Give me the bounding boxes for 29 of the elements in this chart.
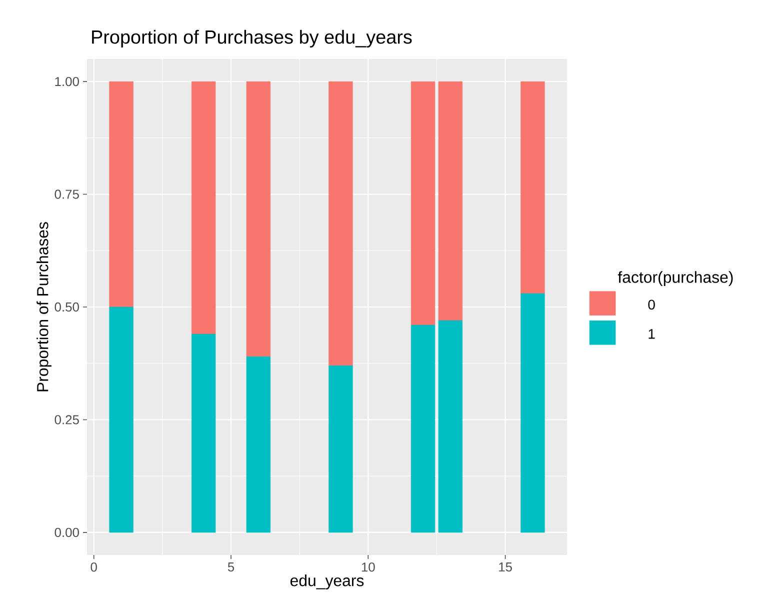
bar	[109, 306, 134, 533]
bar	[520, 293, 545, 533]
bar	[191, 81, 216, 334]
y-axis-title: Proportion of Purchases	[36, 222, 52, 392]
y-tick-label: 0.25	[54, 415, 79, 424]
legend-label: 1	[648, 329, 655, 339]
bar	[246, 356, 271, 533]
bar	[438, 320, 463, 533]
bar	[328, 365, 353, 533]
bar	[410, 81, 436, 326]
y-tick-label: 0.75	[54, 190, 79, 199]
y-tick-label: 0.50	[54, 302, 79, 312]
x-tick-label: 15	[499, 562, 512, 572]
bar	[438, 81, 463, 321]
legend-label: 0	[648, 300, 655, 310]
chart-title: Proportion of Purchases by edu_years	[92, 30, 412, 48]
bar	[520, 81, 545, 294]
bar	[246, 81, 271, 357]
bar	[410, 324, 436, 533]
y-tick-label: 0.00	[54, 528, 79, 538]
bar	[191, 334, 216, 533]
legend-title: factor(purchase)	[618, 271, 733, 286]
x-tick-label: 10	[362, 562, 375, 572]
bar	[328, 81, 353, 366]
bar	[109, 81, 134, 308]
x-tick-label: 5	[228, 562, 234, 572]
x-tick-label: 0	[90, 562, 97, 572]
y-tick-label: 1.00	[55, 76, 79, 86]
x-axis-title: edu_years	[290, 574, 364, 590]
